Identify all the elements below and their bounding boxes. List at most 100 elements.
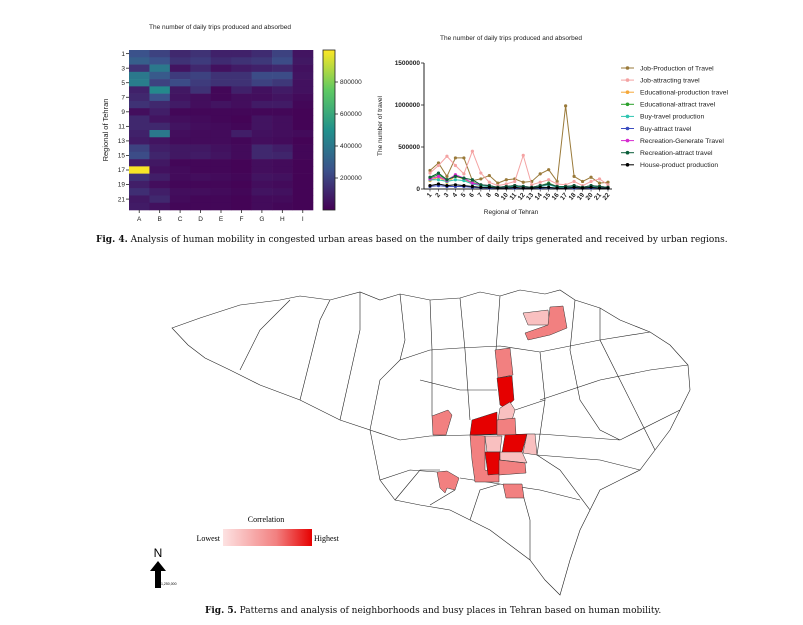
heatmap-cell: [129, 195, 150, 204]
heatmap-cell: [169, 108, 191, 116]
line-series-point: [597, 177, 602, 181]
heatmap-x-tick-label: B: [157, 216, 161, 223]
heatmap-cells: [129, 50, 314, 211]
legend-label: Buy-travel production: [640, 114, 704, 121]
district-medium: [494, 347, 514, 379]
colorbar-ticks: 200000 400000 600000 800000: [335, 79, 362, 182]
heatmap-cell: [169, 180, 191, 189]
heatmap-cell: [190, 180, 212, 189]
district-medium: [524, 305, 568, 341]
line-chart-x-tick-label: 18: [568, 191, 578, 201]
line-series-point: [487, 180, 491, 184]
heatmap-cell: [169, 166, 191, 174]
line-series-point: [521, 186, 525, 190]
district-medium: [469, 434, 500, 483]
heatmap-cell: [210, 79, 232, 87]
line-series-point: [538, 185, 542, 189]
heatmap-cell: [231, 151, 252, 160]
heatmap-cell: [169, 173, 191, 182]
heatmap-cell: [292, 151, 314, 160]
heatmap-cell: [272, 108, 293, 116]
heatmap-cell: [292, 130, 314, 138]
heatmap-ylabel: Regional of Tehran: [101, 99, 110, 162]
line-series-point: [445, 184, 449, 188]
heatmap-cell: [251, 86, 273, 94]
line-series-point: [521, 180, 525, 184]
line-chart-x-tick-label: 4: [451, 191, 459, 199]
line-chart-x-tick-label: 22: [602, 191, 612, 201]
line-series-point: [555, 182, 559, 186]
heatmap-cell: [231, 71, 252, 80]
heatmap-cell: [272, 57, 293, 65]
heatmap-cell: [292, 137, 314, 145]
heatmap-cell: [251, 137, 273, 145]
line-series-point: [453, 174, 458, 178]
line-series-point: [589, 185, 593, 189]
heatmap-cell: [149, 71, 171, 80]
heatmap-cell: [272, 202, 293, 211]
heatmap-cell: [149, 130, 171, 138]
heatmap-cell: [231, 50, 252, 58]
heatmap-cell: [169, 93, 191, 102]
heatmap-cell: [231, 202, 252, 211]
heatmap-cell: [169, 50, 191, 58]
heatmap-cell: [272, 137, 293, 145]
line-chart-x-tick-label: 15: [542, 191, 552, 201]
heatmap-cell: [149, 166, 171, 174]
heatmap-cell: [231, 144, 252, 153]
line-series-point: [504, 178, 508, 182]
heatmap-cell: [210, 115, 232, 124]
heatmap-cell: [251, 159, 273, 167]
line-series-point: [564, 104, 568, 108]
line-series-point: [428, 171, 432, 175]
heatmap-cell: [129, 137, 150, 145]
tehran-map: [171, 289, 691, 596]
line-series-point: [496, 181, 500, 185]
heatmap-cell: [272, 173, 293, 182]
heatmap-cell: [231, 159, 252, 167]
heatmap-x-tick-label: G: [259, 216, 264, 223]
line-series-point: [462, 179, 466, 183]
legend-item: Educational-attract travel: [621, 102, 716, 109]
line-series-point: [445, 174, 449, 178]
heatmap-cell: [190, 57, 212, 65]
heatmap-cell: [169, 71, 191, 80]
heatmap-cell: [190, 173, 212, 182]
heatmap-cell: [149, 144, 171, 153]
heatmap-y-tick-label: 19: [118, 182, 126, 189]
map-legend-title: Correlation: [248, 515, 284, 524]
legend-marker: [625, 163, 630, 167]
line-series-point: [572, 174, 576, 178]
district-light: [499, 451, 528, 464]
heatmap-cell: [231, 64, 252, 73]
line-chart-x-tick-label: 2: [434, 191, 442, 199]
line-series-point: [436, 163, 441, 168]
line-chart-x-tick-label: 6: [468, 191, 476, 199]
heatmap-cell: [149, 86, 171, 94]
heatmap-cell: [210, 71, 232, 80]
figure-4-caption: Fig. 4. Analysis of human mobility in co…: [96, 235, 728, 245]
heatmap-cell: [272, 79, 293, 87]
heatmap-cell: [231, 188, 252, 196]
heatmap-cell: [251, 50, 273, 58]
heatmap-cell: [210, 64, 232, 73]
district-medium: [496, 417, 517, 436]
heatmap-cell: [292, 100, 314, 109]
heatmap-cell: [190, 79, 212, 87]
line-series-point: [547, 185, 551, 189]
heatmap-cell: [231, 195, 252, 204]
district-medium: [431, 409, 453, 436]
line-chart-x-tick-label: 8: [485, 191, 493, 199]
legend-label: Educational-production travel: [640, 90, 729, 97]
heatmap-cell: [272, 115, 293, 124]
heatmap-cell: [251, 122, 273, 131]
heatmap-cell: [149, 180, 171, 189]
figure-4: The number of daily trips produced and a…: [101, 24, 729, 223]
heatmap-cell: [149, 79, 171, 87]
heatmap-cell: [149, 173, 171, 182]
heatmap-cell: [292, 173, 314, 182]
line-series-point: [547, 182, 551, 186]
heatmap-y-tick-label: 17: [118, 167, 126, 174]
heatmap-x-tick-label: A: [137, 216, 142, 223]
